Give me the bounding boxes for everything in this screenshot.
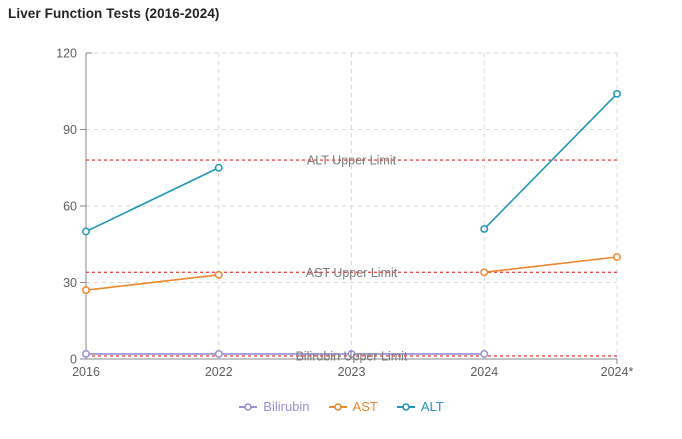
reference-label-bilirubin-upper-limit: Bilirubin Upper Limit <box>296 349 408 363</box>
data-point-ast-2016[interactable] <box>82 286 90 295</box>
x-axis-label-2024: 2024 <box>470 365 498 379</box>
x-axis-label-2016: 2016 <box>72 365 100 379</box>
legend: Bilirubin AST ALT <box>0 399 682 414</box>
x-axis-label-2024: 2024* <box>601 365 634 379</box>
data-point-ast-2024[interactable] <box>480 268 489 277</box>
y-axis-label: 60 <box>63 200 77 214</box>
legend-item-ast[interactable]: AST <box>328 399 378 414</box>
x-axis-label-2023: 2023 <box>338 365 366 379</box>
reference-label-alt-upper-limit: ALT Upper Limit <box>307 154 397 168</box>
legend-label: AST <box>352 399 378 414</box>
y-axis-label: 0 <box>70 353 77 367</box>
data-point-bilirubin-2022[interactable] <box>214 349 223 358</box>
legend-marker-ast-icon <box>328 402 347 411</box>
y-axis-label: 120 <box>56 47 77 61</box>
reference-label-ast-upper-limit: AST Upper Limit <box>306 266 398 280</box>
data-point-bilirubin-2023[interactable] <box>347 349 356 358</box>
data-point-alt-2024[interactable] <box>480 225 489 233</box>
legend-label: ALT <box>420 399 444 414</box>
data-point-alt-2022[interactable] <box>214 163 223 172</box>
y-axis-label: 30 <box>63 276 77 290</box>
x-axis-label-2022: 2022 <box>205 365 233 379</box>
data-point-bilirubin-2024[interactable] <box>480 349 489 358</box>
series-line-alt <box>85 167 220 233</box>
series-line-alt <box>483 93 618 230</box>
legend-label: Bilirubin <box>263 399 310 414</box>
data-point-ast-2024[interactable] <box>613 253 621 261</box>
legend-item-alt[interactable]: ALT <box>396 399 444 414</box>
data-point-ast-2022[interactable] <box>214 270 223 279</box>
data-point-bilirubin-2016[interactable] <box>82 349 90 358</box>
legend-marker-bilirubin-icon <box>239 402 258 411</box>
data-point-alt-2016[interactable] <box>82 227 90 236</box>
chart-title: Liver Function Tests (2016-2024) <box>8 6 220 21</box>
series-line-ast <box>85 274 219 291</box>
line-chart-plot: 0 30 60 90 120 2016 2022 2023 2024 2024* ALT Upper… <box>56 47 634 380</box>
data-point-alt-2024[interactable] <box>613 89 621 98</box>
series-line-ast <box>484 256 618 274</box>
y-axis-label: 90 <box>63 123 77 137</box>
legend-marker-alt-icon <box>396 402 415 411</box>
legend-item-bilirubin[interactable]: Bilirubin <box>238 399 310 414</box>
